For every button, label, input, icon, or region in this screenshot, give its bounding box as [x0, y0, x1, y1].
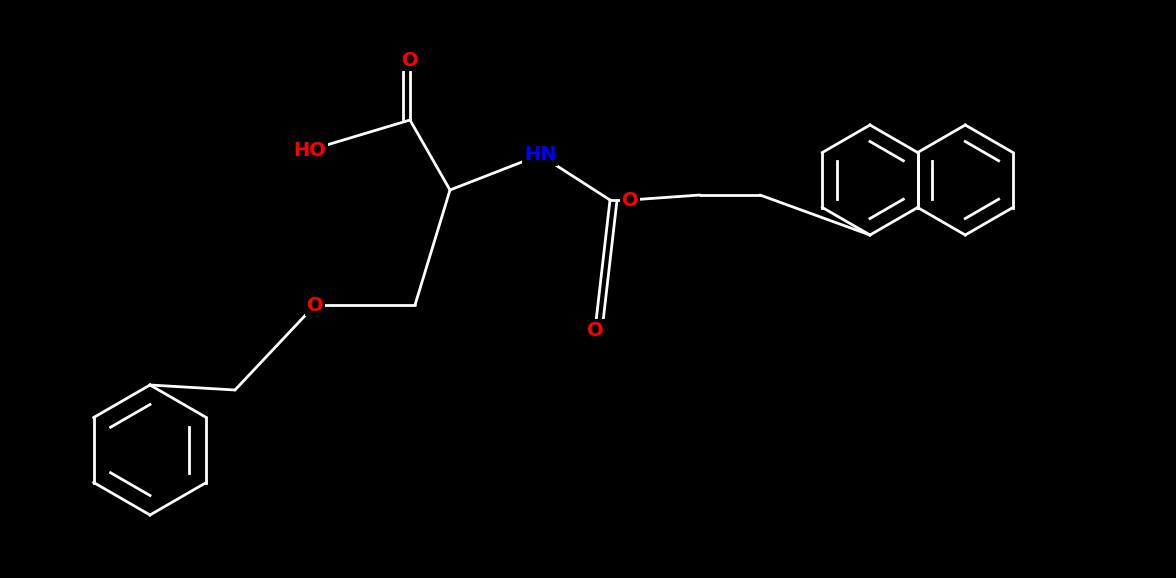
Text: HO: HO	[294, 140, 327, 160]
Text: O: O	[587, 320, 603, 339]
Text: HN: HN	[523, 146, 556, 165]
Text: O: O	[622, 191, 639, 209]
Text: O: O	[402, 50, 419, 69]
Text: O: O	[307, 295, 323, 314]
